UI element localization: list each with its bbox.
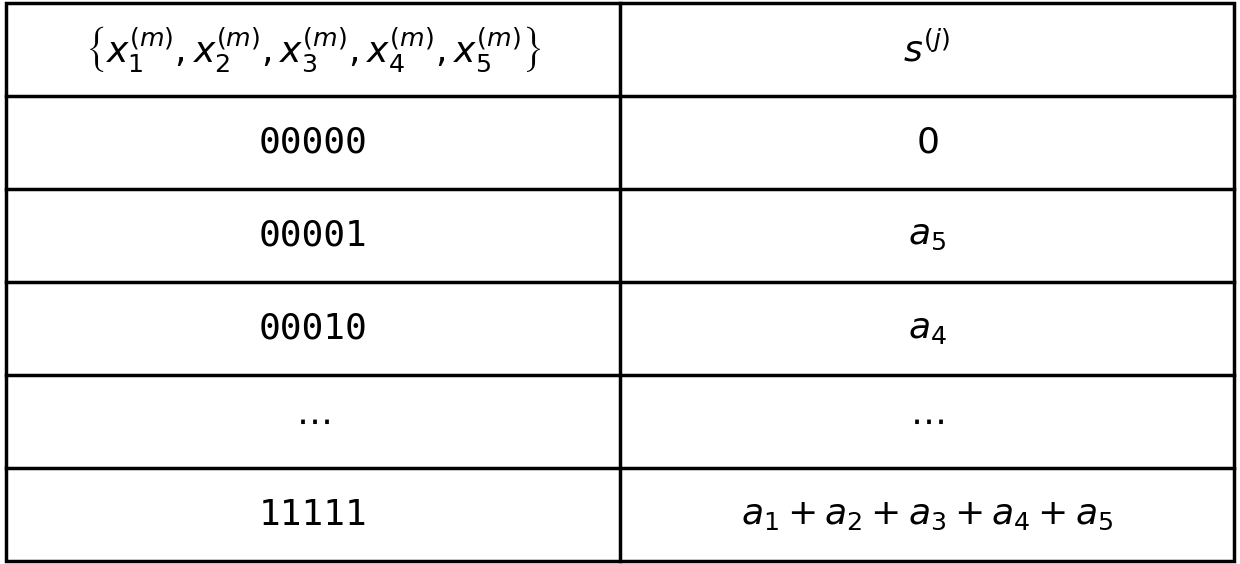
Text: 00010: 00010	[259, 311, 367, 346]
Text: 00000: 00000	[259, 125, 367, 160]
Text: 00001: 00001	[259, 218, 367, 253]
Text: $\left\{x_1^{(m)},x_2^{(m)},x_3^{(m)},x_4^{(m)},x_5^{(m)}\right\}$: $\left\{x_1^{(m)},x_2^{(m)},x_3^{(m)},x_…	[86, 25, 541, 74]
Text: $a_1+a_2+a_3+a_4+a_5$: $a_1+a_2+a_3+a_4+a_5$	[740, 497, 1114, 532]
Text: 11111: 11111	[259, 497, 367, 532]
Text: $a_4$: $a_4$	[908, 311, 946, 346]
Text: $\cdots$: $\cdots$	[910, 404, 944, 439]
Text: $0$: $0$	[915, 125, 939, 160]
Text: $a_5$: $a_5$	[908, 218, 946, 253]
Text: $\cdots$: $\cdots$	[296, 404, 330, 439]
Text: $s^{(j)}$: $s^{(j)}$	[904, 31, 950, 68]
